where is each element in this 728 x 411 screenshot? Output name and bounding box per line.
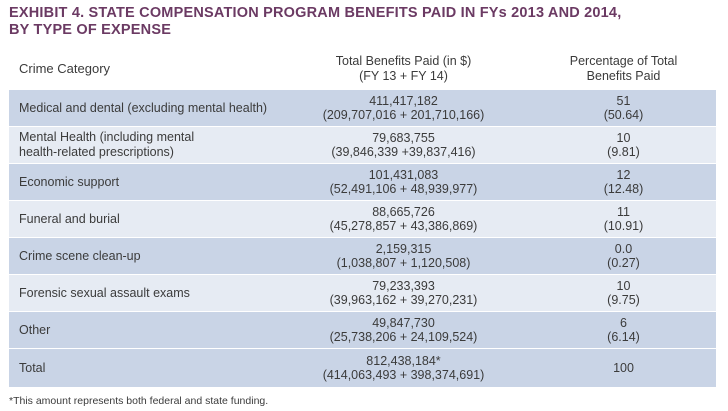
header-pct-line2: Benefits Paid	[586, 68, 661, 83]
row-pct-value: 6	[620, 316, 627, 330]
table-header-row: Crime Category Total Benefits Paid (in $…	[9, 48, 716, 90]
row-total-split: (39,846,339 +39,837,416)	[331, 145, 476, 159]
exhibit-title-line1: EXHIBIT 4. STATE COMPENSATION PROGRAM BE…	[9, 5, 622, 21]
row-category-line1: Crime scene clean-up	[19, 248, 141, 263]
exhibit-title: EXHIBIT 4. STATE COMPENSATION PROGRAM BE…	[9, 5, 709, 39]
header-pct-line1: Percentage of Total	[569, 53, 678, 68]
row-percentage: 0.0 (0.27)	[531, 242, 716, 270]
row-total: 411,417,182 (209,707,016 + 201,710,166)	[276, 94, 531, 122]
row-total-split: (45,278,857 + 43,386,869)	[329, 219, 478, 233]
row-pct-exact: (50.64)	[603, 108, 644, 122]
row-total-value: 79,233,393	[372, 279, 435, 293]
header-percentage: Percentage of Total Benefits Paid	[531, 54, 716, 84]
row-pct-value: 12	[616, 168, 631, 182]
row-category: Forensic sexual assault exams	[9, 286, 276, 301]
row-category: Crime scene clean-up	[9, 249, 276, 264]
row-percentage: 6 (6.14)	[531, 316, 716, 344]
header-total-line2: (FY 13 + FY 14)	[359, 68, 448, 83]
row-pct-exact: (10.91)	[603, 219, 644, 233]
row-total: 49,847,730 (25,738,206 + 24,109,524)	[276, 316, 531, 344]
row-total-split: (209,707,016 + 201,710,166)	[322, 108, 485, 122]
row-total-value: 79,683,755	[372, 131, 435, 145]
header-total-line1: Total Benefits Paid (in $)	[335, 53, 472, 68]
row-total-value: 101,431,083	[368, 168, 439, 182]
header-crime-category: Crime Category	[19, 61, 111, 76]
table-row: Medical and dental (excluding mental hea…	[9, 90, 716, 127]
row-category-line1: Funeral and burial	[19, 211, 120, 226]
row-category: Medical and dental (excluding mental hea…	[9, 101, 276, 116]
benefits-table: Crime Category Total Benefits Paid (in $…	[9, 48, 716, 388]
row-pct-exact: (9.81)	[607, 145, 640, 159]
row-pct-value: 51	[616, 94, 631, 108]
table-row: Mental Health (including mental health-r…	[9, 127, 716, 164]
row-total-split: (39,963,162 + 39,270,231)	[329, 293, 478, 307]
total-percentage: 100	[613, 361, 634, 375]
total-label: Total	[19, 360, 46, 375]
row-total: 88,665,726 (45,278,857 + 43,386,869)	[276, 205, 531, 233]
row-pct-value: 10	[616, 131, 631, 145]
table-row: Funeral and burial 88,665,726 (45,278,85…	[9, 201, 716, 238]
row-total-split: (52,491,106 + 48,939,977)	[329, 182, 478, 196]
row-category-line1: Forensic sexual assault exams	[19, 285, 190, 300]
row-pct-exact: (9.75)	[607, 293, 640, 307]
row-total-value: 2,159,315	[375, 242, 432, 256]
table-row: Forensic sexual assault exams 79,233,393…	[9, 275, 716, 312]
row-category-line1: Other	[19, 322, 51, 337]
row-pct-exact: (0.27)	[607, 256, 640, 270]
row-category: Economic support	[9, 175, 276, 190]
row-percentage: 12 (12.48)	[531, 168, 716, 196]
row-pct-value: 10	[616, 279, 631, 293]
row-total: 101,431,083 (52,491,106 + 48,939,977)	[276, 168, 531, 196]
row-total-split: (25,738,206 + 24,109,524)	[329, 330, 478, 344]
row-category-line1: Mental Health (including mental	[19, 130, 195, 144]
row-total-value: 411,417,182	[369, 94, 438, 108]
footnote: *This amount represents both federal and…	[9, 395, 269, 407]
total-value: 812,438,184*	[366, 354, 441, 368]
row-percentage: 10 (9.81)	[531, 131, 716, 159]
row-total-value: 88,665,726	[372, 205, 435, 219]
row-total: 79,233,393 (39,963,162 + 39,270,231)	[276, 279, 531, 307]
row-total: 2,159,315 (1,038,807 + 1,120,508)	[276, 242, 531, 270]
total-split: (414,063,493 + 398,374,691)	[322, 368, 485, 382]
row-pct-exact: (6.14)	[607, 330, 640, 344]
row-percentage: 51 (50.64)	[531, 94, 716, 122]
row-total-split: (1,038,807 + 1,120,508)	[336, 256, 471, 270]
row-category-line1: Medical and dental (excluding mental hea…	[19, 100, 268, 115]
exhibit-title-line2: BY TYPE OF EXPENSE	[9, 22, 172, 38]
table-row: Crime scene clean-up 2,159,315 (1,038,80…	[9, 238, 716, 275]
row-category: Funeral and burial	[9, 212, 276, 227]
row-pct-exact: (12.48)	[603, 182, 644, 196]
row-pct-value: 0.0	[614, 242, 633, 256]
row-category-line2: health-related prescriptions)	[19, 145, 174, 159]
row-total-value: 49,847,730	[372, 316, 435, 330]
table-row: Economic support 101,431,083 (52,491,106…	[9, 164, 716, 201]
row-percentage: 11 (10.91)	[531, 205, 716, 233]
row-pct-value: 11	[617, 205, 630, 219]
row-percentage: 10 (9.75)	[531, 279, 716, 307]
row-total: 79,683,755 (39,846,339 +39,837,416)	[276, 131, 531, 159]
header-total-benefits: Total Benefits Paid (in $) (FY 13 + FY 1…	[276, 54, 531, 84]
row-category: Other	[9, 323, 276, 338]
total-benefits: 812,438,184* (414,063,493 + 398,374,691)	[276, 354, 531, 382]
row-category-line1: Economic support	[19, 174, 120, 189]
table-total-row: Total 812,438,184* (414,063,493 + 398,37…	[9, 349, 716, 388]
table-row: Other 49,847,730 (25,738,206 + 24,109,52…	[9, 312, 716, 349]
row-category: Mental Health (including mental health-r…	[9, 130, 276, 160]
